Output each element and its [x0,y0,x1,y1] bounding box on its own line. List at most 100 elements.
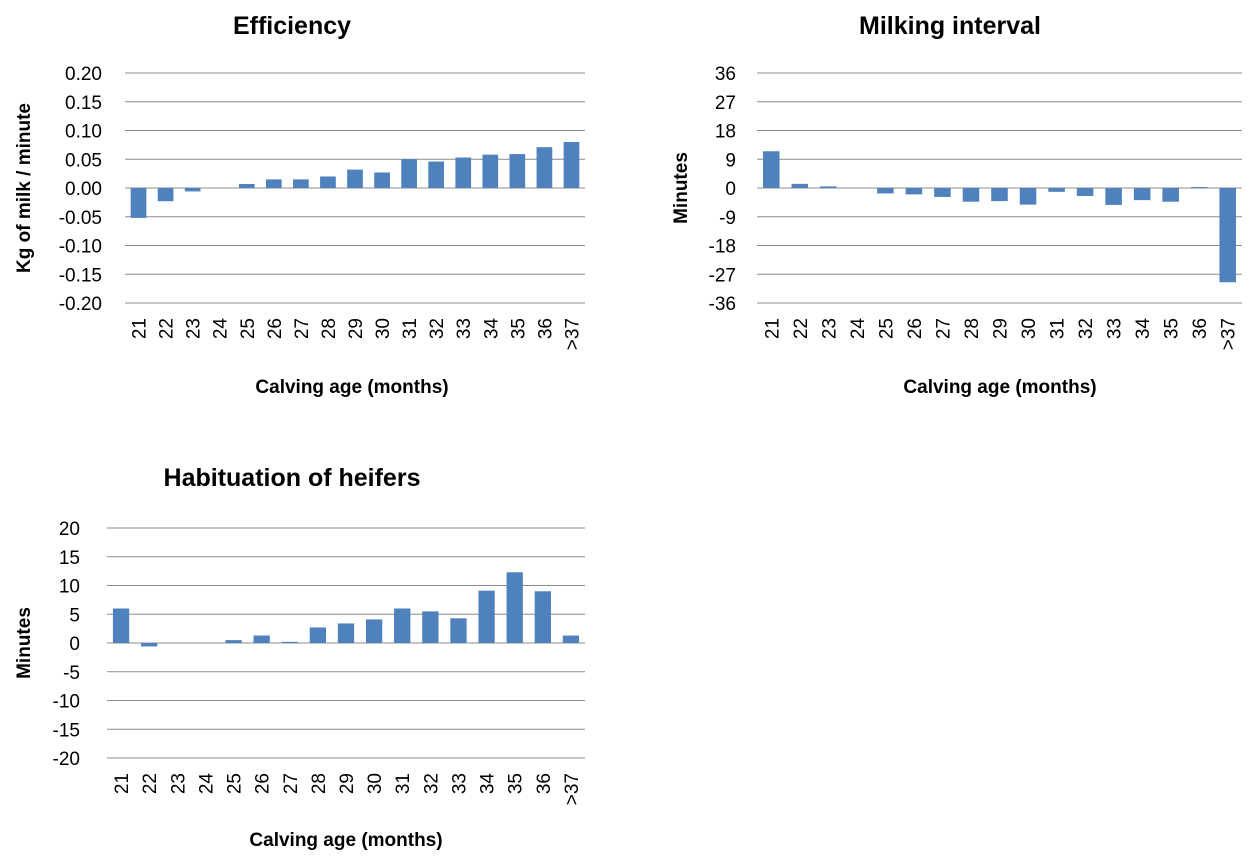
x-tick-labels: 21 22 23 24 25 26 27 28 29 30 31 32 33 34 35 36 >37 [112,773,583,806]
x-tick-label: 33 [449,773,470,794]
y-tick-label: -15 [53,720,80,741]
bar [225,640,242,643]
bar [253,635,270,643]
bar [991,188,1008,202]
x-tick-label: 32 [1076,318,1097,339]
bars [130,142,580,218]
x-tick-label: 23 [819,318,840,339]
bar [428,161,445,188]
y-tick-label: -0.05 [59,208,102,229]
y-tick-label: 0.00 [65,179,102,200]
bar [762,151,780,188]
y-tick-label: -0.15 [59,265,102,286]
y-tick-labels: 0.20 0.15 0.10 0.05 0.00 -0.05 -0.10 -0.15 -0.20 [59,64,102,315]
bar [534,591,551,643]
y-tick-label: 0.15 [65,93,102,114]
x-tick-label: 29 [991,318,1012,339]
x-tick-label: 31 [400,318,421,339]
bar [1219,188,1237,283]
bar [365,619,383,643]
bar [1162,188,1179,202]
x-axis-title: Calving age (months) [255,377,448,398]
bar [478,590,495,643]
y-tick-label: -20 [53,749,80,770]
bar [562,635,580,643]
bar [536,147,553,188]
x-tick-labels: 21 22 23 24 25 26 27 28 29 30 31 32 33 34 35 36 >37 [130,318,584,351]
x-tick-labels: 21 22 23 24 25 26 27 28 29 30 31 32 33 34 35 36 >37 [762,318,1239,351]
bar [1105,188,1122,205]
y-tick-label: 9 [725,150,736,171]
x-tick-label: 27 [281,773,302,794]
bar [1076,188,1094,196]
y-tick-label: 36 [715,64,736,85]
x-tick-label: 21 [762,318,783,339]
y-tick-label: -5 [63,663,80,684]
bar [238,183,255,188]
bar [141,643,158,647]
bar [482,154,499,188]
x-tick-label: 24 [196,773,217,795]
y-tick-label: 20 [59,519,80,540]
x-tick-label: 32 [427,318,448,339]
y-axis-title: Kg of milk / minute [14,103,35,273]
x-tick-label: 35 [1162,318,1183,339]
y-tick-label: 18 [715,122,736,143]
y-tick-label: -10 [53,692,80,713]
y-tick-label: 0.10 [65,122,102,143]
bar [455,157,472,188]
chart-title: Habituation of heifers [164,464,421,492]
y-tick-label: 0.05 [65,150,102,171]
y-axis-title: Minutes [14,607,35,679]
bar [934,188,951,197]
bar [394,608,411,643]
bar [820,186,837,188]
x-tick-label: 22 [157,318,178,339]
x-tick-label: 26 [265,318,286,339]
bar [422,611,439,643]
x-tick-label: 29 [337,773,358,794]
x-tick-label: 34 [1133,318,1154,340]
bar [337,623,355,643]
x-tick-label: 27 [933,318,954,339]
bar [791,183,809,188]
y-tick-label: 5 [69,605,80,626]
x-tick-label: 31 [393,773,414,794]
x-tick-label: 33 [454,318,475,339]
x-axis-title: Calving age (months) [903,377,1096,398]
bar [509,154,526,188]
bars [762,151,1237,283]
x-tick-label: >37 [562,318,583,350]
y-axis-title: Minutes [671,152,692,224]
bar [1133,188,1151,201]
x-tick-label: 21 [112,773,133,794]
bar [320,176,336,188]
x-tick-label: 24 [211,318,232,340]
x-tick-label: 28 [962,318,983,339]
x-tick-label: 23 [168,773,189,794]
bar [347,169,363,188]
x-tick-label: 25 [225,773,246,794]
bar [905,188,923,195]
x-tick-label: 21 [130,318,151,339]
y-tick-label: -18 [709,237,736,258]
bar [293,179,309,188]
x-tick-label: 23 [184,318,205,339]
gridlines [107,527,585,759]
x-tick-label: 34 [481,318,502,340]
bar [1190,187,1208,188]
y-tick-label: 0 [725,179,736,200]
x-tick-label: 30 [373,318,394,339]
bar [281,641,298,643]
y-tick-label: -9 [719,208,736,229]
x-tick-label: 24 [848,318,869,340]
x-tick-label: 25 [876,318,897,339]
bar [962,188,980,202]
x-tick-label: 26 [905,318,926,339]
bar [157,188,174,202]
bar [1019,188,1037,205]
y-tick-label: -27 [709,265,736,286]
chart-title: Efficiency [233,12,351,40]
x-tick-label: 29 [346,318,367,339]
y-tick-labels: 20 15 10 5 0 -5 -10 -15 -20 [53,519,80,770]
